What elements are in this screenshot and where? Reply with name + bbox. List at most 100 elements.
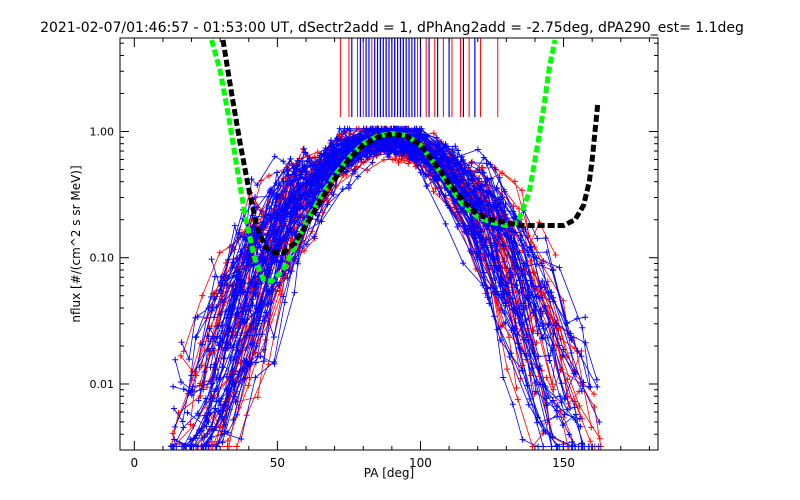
data-point	[432, 185, 439, 192]
data-point	[355, 156, 362, 163]
data-point	[520, 306, 527, 313]
data-point	[291, 231, 298, 238]
data-point	[519, 367, 526, 374]
data-point	[541, 284, 548, 291]
data-point	[440, 142, 447, 149]
data-point	[549, 397, 556, 404]
data-point	[532, 379, 539, 386]
data-point	[469, 158, 476, 165]
data-point	[549, 433, 556, 440]
data-point	[209, 335, 216, 342]
data-point	[516, 288, 523, 295]
data-point	[271, 153, 278, 160]
data-point	[542, 384, 549, 391]
data-point	[509, 401, 516, 408]
data-point	[211, 273, 218, 280]
data-point	[534, 330, 541, 337]
data-point	[264, 287, 271, 294]
data-point	[201, 412, 208, 419]
data-point	[557, 393, 564, 400]
data-point	[341, 125, 348, 132]
data-point	[224, 438, 231, 445]
data-point	[230, 289, 237, 296]
data-point	[506, 274, 513, 281]
data-lines-layer	[167, 125, 604, 450]
data-point	[550, 386, 557, 393]
data-point	[172, 356, 179, 363]
data-point	[530, 269, 537, 276]
data-point	[433, 134, 440, 141]
data-point	[393, 151, 399, 158]
data-point	[266, 172, 273, 179]
data-point	[317, 161, 324, 168]
data-point	[493, 243, 500, 250]
data-point	[331, 148, 338, 155]
data-point	[552, 251, 559, 258]
data-point	[187, 421, 194, 428]
data-point	[280, 158, 287, 165]
data-point	[170, 383, 177, 390]
data-point	[178, 378, 185, 385]
data-point	[287, 179, 294, 186]
data-point	[341, 147, 348, 154]
data-point	[314, 149, 321, 156]
data-point	[518, 187, 525, 194]
data-point	[203, 384, 210, 391]
data-point	[452, 143, 459, 150]
data-point	[347, 127, 354, 134]
data-point	[220, 355, 227, 362]
data-point	[535, 353, 542, 360]
data-point	[214, 323, 221, 330]
data-point	[560, 352, 567, 359]
data-point	[430, 130, 437, 137]
data-point	[578, 353, 585, 360]
data-point	[305, 193, 312, 200]
data-point	[182, 443, 189, 450]
data-point	[525, 401, 532, 408]
data-point	[455, 147, 462, 154]
data-point	[243, 262, 250, 269]
data-point	[377, 148, 384, 155]
data-point	[284, 274, 291, 281]
data-point	[308, 172, 315, 179]
data-point	[534, 414, 541, 421]
data-point	[283, 228, 290, 235]
data-point	[226, 306, 233, 313]
chart-title: 2021-02-07/01:46:57 - 01:53:00 UT, dSect…	[40, 20, 744, 36]
data-point	[252, 374, 259, 381]
data-point	[577, 423, 584, 430]
data-point	[291, 289, 298, 296]
data-point	[248, 176, 255, 183]
data-point	[272, 229, 279, 236]
data-point	[201, 434, 208, 441]
data-point	[252, 293, 259, 300]
data-point	[277, 287, 284, 294]
data-point	[207, 378, 214, 385]
data-point	[550, 342, 557, 349]
data-point	[276, 282, 283, 289]
data-point	[494, 200, 501, 207]
x-tick-label: 0	[130, 456, 138, 470]
data-point	[539, 278, 546, 285]
data-point	[456, 178, 463, 185]
data-point	[172, 423, 179, 430]
data-point	[202, 443, 209, 450]
data-point	[536, 362, 543, 369]
y-tick-label: 0.01	[90, 378, 115, 391]
data-point	[564, 406, 571, 413]
data-point	[226, 274, 233, 281]
data-point	[485, 188, 492, 195]
data-point	[479, 183, 486, 190]
data-point	[231, 383, 238, 390]
data-point	[566, 431, 573, 438]
data-point	[480, 269, 487, 276]
data-point	[280, 293, 287, 300]
data-point	[554, 403, 561, 410]
data-point	[571, 404, 578, 411]
data-point	[219, 439, 226, 446]
data-point	[449, 163, 456, 170]
data-point	[549, 347, 556, 354]
data-point	[442, 220, 449, 227]
data-point	[304, 158, 311, 165]
data-point	[540, 320, 547, 327]
